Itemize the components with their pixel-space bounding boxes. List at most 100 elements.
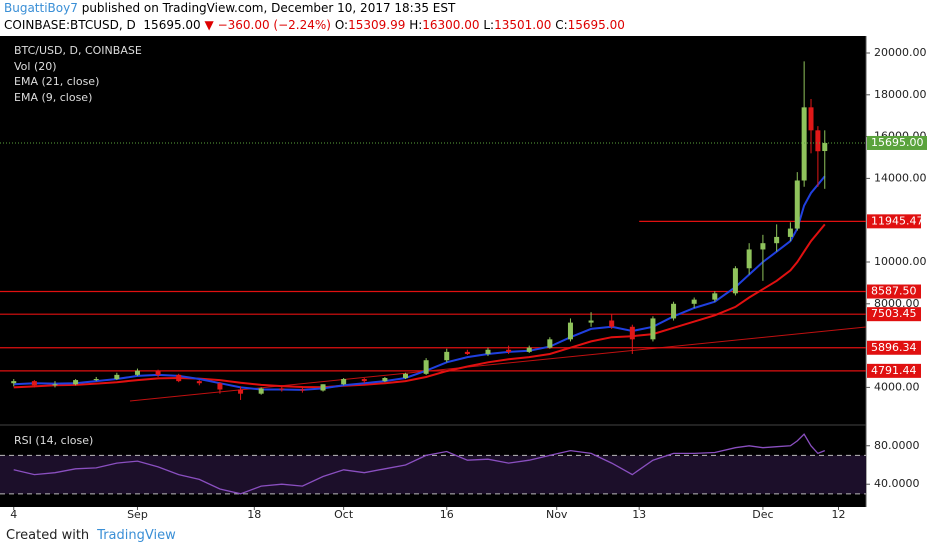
candle-body <box>31 381 37 386</box>
candle-body <box>609 320 615 327</box>
level-label: 5896.34 <box>871 341 917 354</box>
candle-body <box>567 322 573 340</box>
level-tag <box>867 363 921 378</box>
candle-body <box>114 374 120 380</box>
h-label: H: <box>409 18 423 32</box>
level-tag <box>867 307 921 322</box>
candle-body <box>506 349 512 352</box>
candle-body <box>299 389 305 391</box>
candle-body <box>155 370 161 375</box>
candle-body <box>464 351 470 354</box>
time-axis-bg <box>0 507 866 522</box>
candle-body <box>794 180 800 229</box>
candle-body <box>787 228 793 237</box>
candle-body <box>746 249 752 269</box>
candle-body <box>671 303 677 319</box>
candle-body <box>760 243 766 250</box>
candle-body <box>526 347 532 352</box>
header: BugattiBoy7 published on TradingView.com… <box>0 0 932 36</box>
candle-body <box>732 268 738 294</box>
y-tick-label: 18000.00 <box>874 88 927 101</box>
candle-body <box>341 379 347 385</box>
c-label: C: <box>555 18 568 32</box>
candle-body <box>588 320 594 323</box>
x-tick-label: 16 <box>440 508 454 521</box>
candle-body <box>815 130 821 152</box>
x-tick-label: Dec <box>752 508 773 521</box>
ema-line <box>13 175 826 391</box>
candle-body <box>629 326 635 340</box>
level-label: 4791.44 <box>871 364 917 377</box>
candle-body <box>134 370 140 375</box>
created: Created with <box>6 528 90 543</box>
y-tick-label: 10000.00 <box>874 255 927 268</box>
level-tag <box>867 340 921 355</box>
candle-body <box>320 384 326 391</box>
candle-body <box>196 381 202 384</box>
author[interactable]: BugattiBoy7 <box>4 1 78 15</box>
brand[interactable]: TradingView <box>97 528 176 543</box>
o-label: O: <box>334 18 349 32</box>
c: 15695.00 <box>567 18 625 32</box>
x-tick-label: 18 <box>247 508 261 521</box>
last-price-label: 15695.00 <box>871 136 924 149</box>
x-tick-label: Nov <box>546 508 568 521</box>
l: 13501.00 <box>494 18 552 32</box>
candle-body <box>52 384 58 386</box>
price-axis-bg <box>866 36 932 522</box>
symbol: COINBASE:BTCUSD, D <box>4 18 136 32</box>
last-price-tag <box>867 135 927 150</box>
l-label: L: <box>483 18 495 32</box>
candle-body <box>382 377 388 382</box>
candle-body <box>485 349 491 354</box>
candle-body <box>361 379 367 382</box>
candle-body <box>774 236 780 244</box>
header-line: COINBASE:BTCUSD, D 15695.00 ▼ −360.00 (−… <box>4 17 932 34</box>
change: −360.00 (−2.24%) <box>217 18 331 32</box>
candle-body <box>691 299 697 304</box>
h: 16300.00 <box>422 18 480 32</box>
published: published on TradingView.com, December 1… <box>81 1 456 15</box>
indicator-label: EMA (9, close) <box>14 91 92 104</box>
price: 15695.00 <box>143 18 201 32</box>
candle-body <box>73 380 79 385</box>
y-tick-label: 40.0000 <box>874 477 920 490</box>
x-tick-label: 4 <box>10 508 17 521</box>
x-tick-label: Oct <box>334 508 354 521</box>
x-tick-label: Sep <box>127 508 148 521</box>
candle-body <box>176 374 182 382</box>
candle-body <box>258 388 264 394</box>
candle-body <box>808 107 814 131</box>
candle-body <box>712 293 718 300</box>
ema-line <box>13 223 826 389</box>
indicator-label: EMA (21, close) <box>14 75 99 88</box>
header-line: BugattiBoy7 published on TradingView.com… <box>4 0 932 17</box>
level-label: 7503.45 <box>871 307 917 320</box>
candle-body <box>403 373 409 378</box>
rsi-title: RSI (14, close) <box>14 434 93 447</box>
rsi-line <box>13 433 826 495</box>
level-tag <box>867 214 921 229</box>
y-tick-label: 14000.00 <box>874 171 927 184</box>
pane-bg <box>0 36 866 507</box>
level-label: 11945.47 <box>871 214 924 227</box>
y-tick-label: 8000.00 <box>874 297 920 310</box>
x-tick-label: 13 <box>632 508 646 521</box>
y-tick-label: 4000.00 <box>874 380 920 393</box>
footer: Created with TradingView <box>0 522 932 550</box>
level-tag <box>867 284 921 299</box>
candle-body <box>650 318 656 340</box>
x-tick-label: 12 <box>832 508 846 521</box>
arrow: ▼ <box>204 18 214 32</box>
o: 15309.99 <box>348 18 406 32</box>
candle-body <box>11 381 17 384</box>
level-label: 8587.50 <box>871 285 917 298</box>
candle-body <box>217 383 223 390</box>
candle-body <box>444 351 450 361</box>
candle-body <box>822 142 828 152</box>
candle-body <box>238 389 244 394</box>
indicator-label: Vol (20) <box>14 60 57 73</box>
candle-body <box>547 339 553 348</box>
chart: BTC/USD, D, COINBASE Vol (20) EMA (21, c… <box>0 36 932 522</box>
